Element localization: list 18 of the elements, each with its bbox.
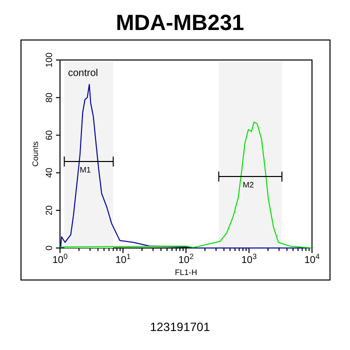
y-axis-title: Counts: [31, 141, 40, 167]
y-tick-label: 40: [44, 168, 54, 178]
x-axis-title: FL1-H: [174, 268, 198, 277]
y-tick-label: 60: [44, 130, 54, 140]
y-tick-label: 0: [44, 245, 54, 251]
x-tick-label: 10$^{4}$: [304, 252, 320, 266]
y-tick-label: 100: [44, 52, 54, 68]
text: 123191701: [150, 320, 210, 334]
annotation: control: [68, 68, 98, 79]
x-tick-label: 10$^{2}$: [178, 252, 194, 266]
chart-title: MDA-MB231: [116, 10, 244, 35]
y-tick-label: 20: [44, 205, 54, 216]
x-tick-label: 10$^{0}$: [52, 252, 68, 266]
band-label: M2: [242, 180, 254, 190]
y-tick-label: 80: [44, 92, 54, 103]
band-label: M1: [80, 166, 92, 175]
x-tick-label: 10$^{3}$: [241, 252, 257, 266]
x-tick-label: 10$^{1}$: [115, 252, 131, 266]
